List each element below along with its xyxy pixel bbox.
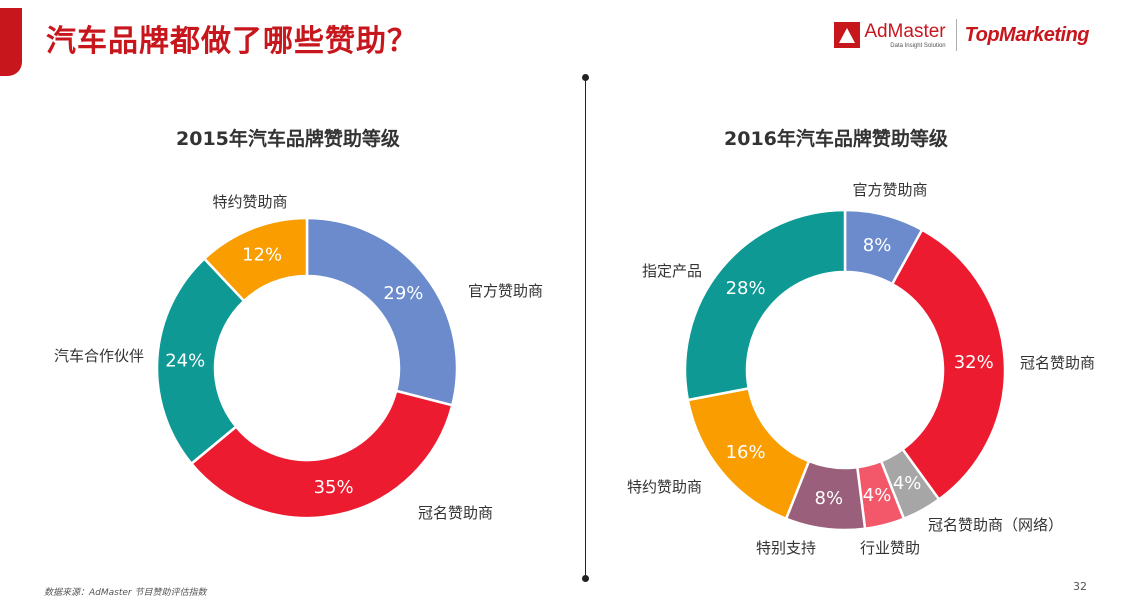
admaster-tagline: Data Insight Solution	[890, 42, 946, 49]
slice-category-label-0-2: 汽车合作伙伴	[54, 347, 144, 365]
slice-value-label-1-0: 8%	[863, 235, 892, 256]
donut-chart-2015: 29% 官方赞助商 35% 冠名赞助商 24% 汽车合作伙伴 12% 特约赞助商	[54, 193, 543, 522]
slice-category-label-0-3: 特约赞助商	[212, 193, 287, 211]
admaster-logo: AdMaster Data Insight Solution	[834, 20, 946, 49]
slice-value-label-1-5: 16%	[726, 442, 766, 463]
slice-category-label-1-5: 特约赞助商	[627, 478, 702, 496]
admaster-logo-icon	[834, 22, 861, 48]
donut-slice-1-1	[890, 228, 1007, 501]
slice-value-label-0-3: 12%	[242, 245, 282, 266]
divider-bottom-dot	[582, 575, 589, 582]
slice-value-label-0-1: 35%	[314, 477, 354, 498]
admaster-name: AdMaster	[864, 20, 946, 42]
slice-category-label-1-0: 官方赞助商	[852, 181, 927, 199]
donut-slice-0-0	[305, 216, 459, 407]
page-title: 汽车品牌都做了哪些赞助？	[46, 24, 418, 59]
slice-value-label-1-6: 28%	[726, 278, 766, 299]
slice-category-label-0-1: 冠名赞助商	[418, 504, 493, 522]
donut-slice-0-1	[190, 389, 454, 520]
slice-category-label-1-1: 冠名赞助商	[1020, 354, 1095, 372]
data-source-note: 数据来源：AdMaster 节目赞助评估指数	[44, 588, 207, 598]
divider-top-dot	[582, 74, 589, 81]
chart-title-2015: 2015年汽车品牌赞助等级	[176, 128, 400, 150]
slice-value-label-1-2: 4%	[893, 473, 922, 494]
topmarketing-logo: TopMarketing	[964, 23, 1090, 46]
slice-category-label-1-3: 行业赞助	[860, 539, 920, 557]
page-number: 32	[1073, 580, 1087, 593]
slice-category-label-1-6: 指定产品	[642, 262, 702, 280]
center-divider	[585, 77, 586, 577]
slice-value-label-1-3: 4%	[863, 485, 892, 506]
donut-slice-1-6	[683, 208, 847, 402]
donut-slice-0-3	[203, 216, 309, 303]
donut-chart-2016: 8% 官方赞助商 32% 冠名赞助商 4% 冠名赞助商（网络） 4% 行业赞助 8% 特别支持 16…	[627, 181, 1095, 557]
title-accent-bar	[0, 8, 22, 76]
slice-value-label-0-2: 24%	[165, 350, 205, 371]
slice-category-label-1-2: 冠名赞助商（网络）	[928, 516, 1063, 534]
brand-logos: AdMaster Data Insight Solution TopMarket…	[834, 18, 1090, 52]
slice-category-label-0-0: 官方赞助商	[468, 282, 543, 300]
slice-value-label-1-1: 32%	[954, 352, 994, 373]
brand-divider	[955, 19, 957, 51]
slice-value-label-0-0: 29%	[383, 283, 423, 304]
slice-category-label-1-4: 特别支持	[756, 539, 816, 557]
slice-value-label-1-4: 8%	[815, 488, 844, 509]
donut-slice-0-2	[155, 257, 246, 465]
chart-title-2016: 2016年汽车品牌赞助等级	[724, 128, 948, 150]
